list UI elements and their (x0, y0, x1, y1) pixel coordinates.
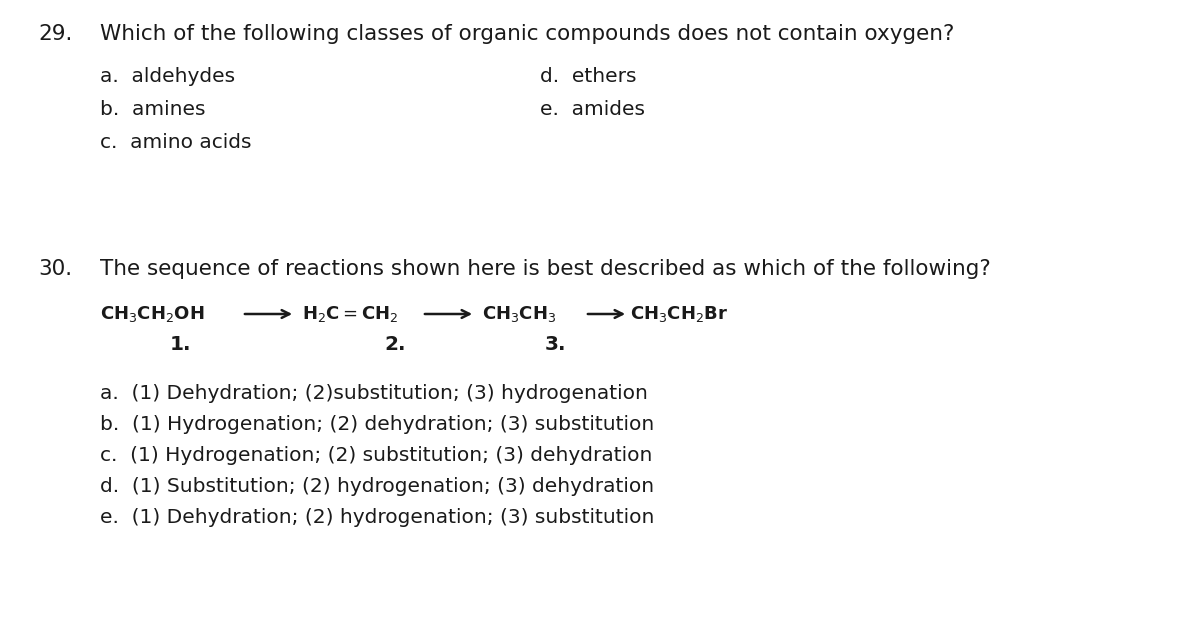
Text: b.  amines: b. amines (100, 100, 205, 119)
Text: d.  ethers: d. ethers (540, 67, 636, 86)
Text: 3.: 3. (545, 334, 565, 353)
Text: 2.: 2. (384, 334, 406, 353)
Text: H$_2$C$=$CH$_2$: H$_2$C$=$CH$_2$ (302, 304, 398, 324)
Text: CH$_3$CH$_2$OH: CH$_3$CH$_2$OH (100, 304, 205, 324)
Text: a.  (1) Dehydration; (2)substitution; (3) hydrogenation: a. (1) Dehydration; (2)substitution; (3)… (100, 384, 648, 403)
Text: 30.: 30. (38, 259, 72, 279)
Text: c.  (1) Hydrogenation; (2) substitution; (3) dehydration: c. (1) Hydrogenation; (2) substitution; … (100, 446, 653, 465)
Text: 1.: 1. (169, 334, 191, 353)
Text: c.  amino acids: c. amino acids (100, 133, 252, 152)
Text: e.  amides: e. amides (540, 100, 646, 119)
Text: e.  (1) Dehydration; (2) hydrogenation; (3) substitution: e. (1) Dehydration; (2) hydrogenation; (… (100, 508, 654, 527)
Text: Which of the following classes of organic compounds does not contain oxygen?: Which of the following classes of organi… (100, 24, 954, 44)
Text: CH$_3$CH$_3$: CH$_3$CH$_3$ (482, 304, 557, 324)
Text: 29.: 29. (38, 24, 72, 44)
Text: a.  aldehydes: a. aldehydes (100, 67, 235, 86)
Text: The sequence of reactions shown here is best described as which of the following: The sequence of reactions shown here is … (100, 259, 991, 279)
Text: d.  (1) Substitution; (2) hydrogenation; (3) dehydration: d. (1) Substitution; (2) hydrogenation; … (100, 477, 654, 496)
Text: b.  (1) Hydrogenation; (2) dehydration; (3) substitution: b. (1) Hydrogenation; (2) dehydration; (… (100, 415, 654, 434)
Text: CH$_3$CH$_2$Br: CH$_3$CH$_2$Br (630, 304, 728, 324)
